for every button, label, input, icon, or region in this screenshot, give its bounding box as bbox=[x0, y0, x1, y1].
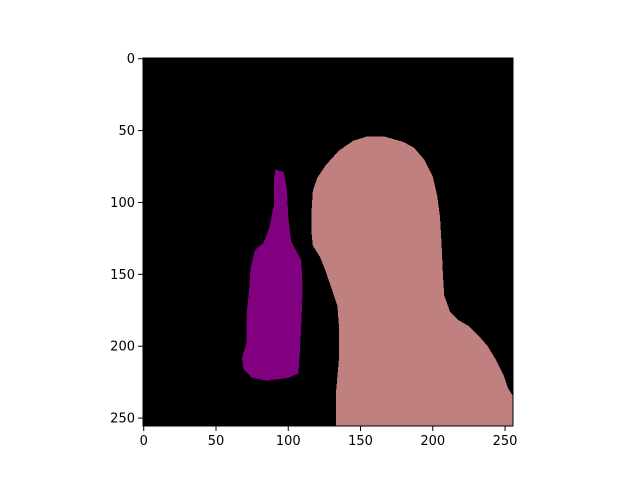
x-tick-label: 100 bbox=[276, 434, 301, 449]
y-tick-label: 0 bbox=[127, 52, 135, 67]
y-axis: 0 50 100 150 200 250 bbox=[110, 52, 143, 427]
y-tick-label: 50 bbox=[118, 124, 135, 139]
plot-area bbox=[142, 57, 514, 427]
x-tick-label: 150 bbox=[348, 434, 373, 449]
y-tick-label: 200 bbox=[110, 340, 135, 355]
x-tick-label: 200 bbox=[420, 434, 445, 449]
y-tick-label: 100 bbox=[110, 196, 135, 211]
y-tick-label: 250 bbox=[110, 412, 135, 427]
x-tick-label: 50 bbox=[208, 434, 225, 449]
x-tick-label: 250 bbox=[493, 434, 518, 449]
x-axis: 0 50 100 150 200 250 bbox=[140, 426, 518, 449]
y-tick-label: 150 bbox=[110, 268, 135, 283]
region-bottle bbox=[242, 169, 303, 381]
x-tick-label: 0 bbox=[140, 434, 148, 449]
region-person bbox=[311, 136, 513, 426]
axes-frame bbox=[142, 57, 514, 427]
